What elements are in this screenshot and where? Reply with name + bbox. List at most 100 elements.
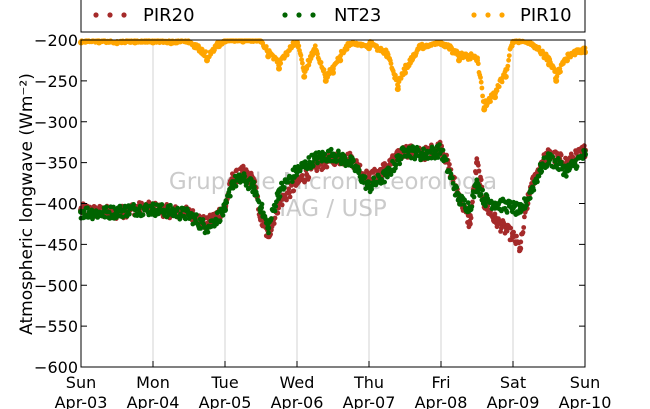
data-point-pir10 — [506, 53, 512, 58]
data-point-nt23 — [535, 179, 540, 185]
data-point-pir10 — [278, 60, 284, 66]
data-point-nt23 — [330, 151, 336, 158]
data-point-nt23 — [103, 204, 109, 210]
data-point-pir10 — [318, 60, 324, 65]
data-point-nt23 — [312, 155, 318, 162]
legend-entry-pir10: PIR10 — [471, 5, 572, 26]
data-point-pir20 — [470, 199, 475, 205]
legend-marker — [471, 12, 477, 18]
data-point-nt23 — [265, 225, 272, 231]
data-point-pir10 — [420, 45, 426, 52]
y-tick-label: −350 — [34, 154, 78, 173]
y-tick-label: −550 — [34, 317, 78, 336]
data-point-nt23 — [150, 206, 156, 213]
legend-marker — [310, 12, 316, 18]
data-point-pir20 — [508, 225, 514, 231]
x-tick-label-day: Mon — [136, 373, 170, 392]
data-point-nt23 — [120, 214, 126, 220]
data-point-pir20 — [518, 239, 524, 245]
data-point-nt23 — [322, 151, 328, 157]
data-point-nt23 — [555, 156, 561, 161]
data-point-nt23 — [574, 164, 580, 169]
data-point-pir10 — [132, 39, 138, 46]
x-axis: SunApr-03MonApr-04TueApr-05WedApr-06ThuA… — [55, 361, 611, 409]
legend-label: PIR20 — [143, 5, 195, 26]
data-point-nt23 — [362, 174, 368, 180]
data-point-nt23 — [435, 155, 441, 160]
data-point-nt23 — [294, 167, 300, 174]
data-point-nt23 — [457, 202, 463, 207]
data-point-nt23 — [536, 173, 542, 179]
data-point-nt23 — [393, 162, 399, 168]
y-tick-label: −400 — [34, 195, 78, 214]
data-point-pir10 — [478, 79, 484, 85]
data-point-pir10 — [263, 44, 269, 49]
data-point-nt23 — [480, 187, 485, 193]
legend-marker — [107, 12, 113, 18]
data-point-nt23 — [132, 206, 138, 213]
data-point-nt23 — [150, 201, 156, 207]
data-point-pir10 — [298, 52, 304, 58]
data-points — [78, 38, 588, 254]
data-point-nt23 — [416, 147, 421, 153]
data-point-pir20 — [294, 180, 300, 187]
data-point-pir20 — [521, 225, 527, 230]
data-point-pir10 — [488, 99, 493, 104]
x-tick-label-day: Tue — [210, 373, 238, 392]
data-point-nt23 — [481, 196, 488, 203]
data-point-pir20 — [478, 177, 484, 183]
data-point-nt23 — [398, 156, 404, 162]
data-point-pir20 — [517, 245, 524, 252]
data-point-nt23 — [558, 159, 564, 165]
data-point-nt23 — [190, 221, 196, 227]
data-point-pir20 — [286, 186, 292, 192]
data-point-nt23 — [276, 188, 282, 195]
data-point-pir10 — [394, 86, 401, 93]
data-point-pir10 — [474, 57, 480, 64]
y-tick-label: −250 — [34, 72, 78, 91]
data-point-nt23 — [194, 212, 199, 218]
data-point-nt23 — [140, 212, 146, 218]
legend-marker — [296, 12, 302, 18]
x-tick-label-date: Apr-06 — [271, 393, 324, 409]
data-point-pir10 — [366, 45, 372, 52]
data-point-nt23 — [273, 204, 279, 209]
legend-label: PIR10 — [520, 5, 572, 26]
data-point-nt23 — [524, 196, 531, 203]
data-point-pir10 — [505, 63, 511, 69]
data-point-nt23 — [258, 204, 264, 211]
data-point-pir10 — [348, 41, 354, 48]
watermark-text: Grupo de Micrometeorologia — [169, 169, 497, 195]
data-point-pir20 — [367, 172, 372, 178]
data-point-nt23 — [204, 225, 210, 231]
data-point-pir20 — [287, 190, 292, 196]
data-point-nt23 — [186, 211, 192, 218]
data-point-nt23 — [348, 159, 354, 166]
y-axis-label: Atmospheric longwave (Wm⁻²) — [17, 73, 37, 335]
data-point-pir10 — [294, 39, 300, 46]
x-tick-label-date: Apr-07 — [343, 393, 396, 409]
data-point-nt23 — [254, 192, 260, 198]
data-point-nt23 — [429, 155, 434, 161]
data-point-nt23 — [564, 167, 570, 174]
x-tick-label-day: Sat — [500, 373, 526, 392]
data-point-pir10 — [312, 43, 318, 49]
data-point-pir10 — [388, 61, 394, 66]
data-point-nt23 — [474, 180, 480, 187]
data-point-pir10 — [301, 73, 308, 80]
data-point-nt23 — [454, 185, 460, 190]
data-point-nt23 — [281, 185, 287, 190]
legend-marker — [121, 12, 127, 18]
data-point-pir20 — [300, 173, 305, 178]
data-point-nt23 — [272, 208, 278, 214]
data-point-nt23 — [285, 179, 291, 185]
data-point-nt23 — [356, 167, 362, 173]
data-point-nt23 — [461, 202, 467, 207]
data-point-nt23 — [420, 151, 426, 158]
data-point-pir20 — [291, 188, 297, 194]
data-point-pir20 — [468, 215, 474, 221]
data-point-nt23 — [279, 180, 285, 186]
legend-marker — [499, 12, 505, 18]
data-point-pir20 — [271, 221, 277, 227]
